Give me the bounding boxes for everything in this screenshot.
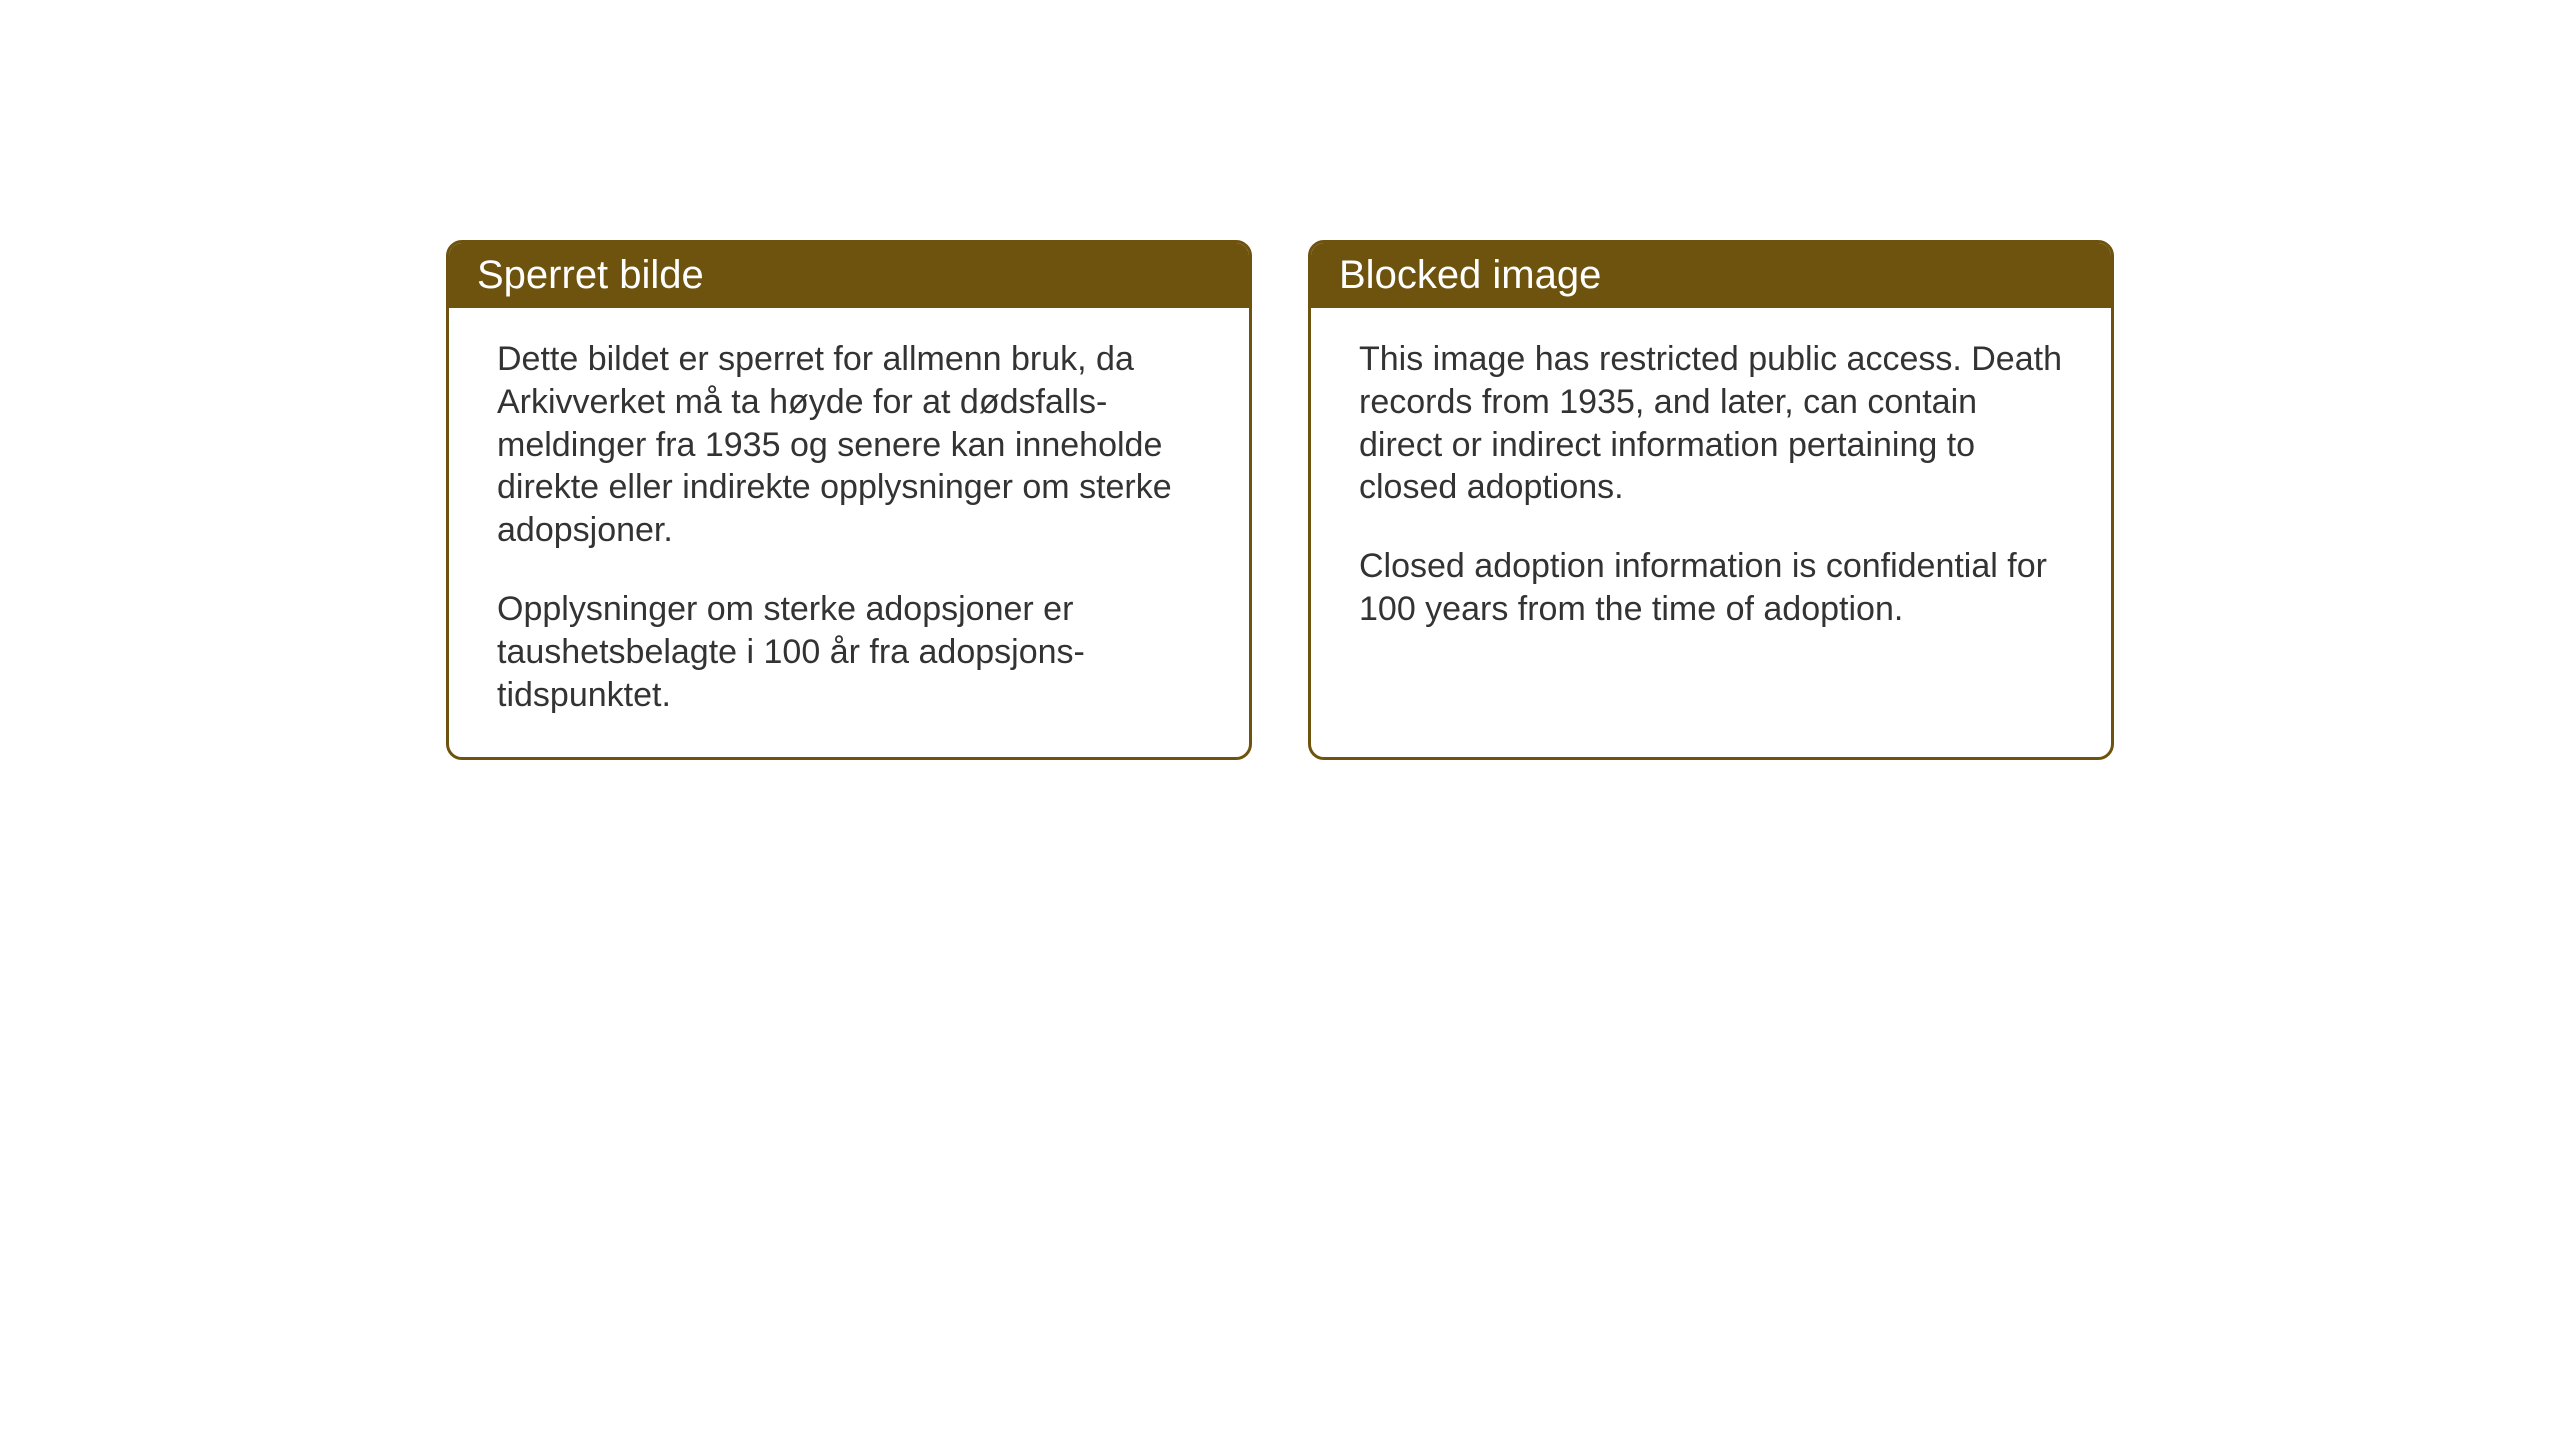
notice-body-english: This image has restricted public access.… xyxy=(1311,308,2111,671)
notice-title-norwegian: Sperret bilde xyxy=(477,253,704,297)
notice-paragraph-english-1: This image has restricted public access.… xyxy=(1359,338,2063,509)
notice-body-norwegian: Dette bildet er sperret for allmenn bruk… xyxy=(449,308,1249,757)
notice-box-norwegian: Sperret bilde Dette bildet er sperret fo… xyxy=(446,240,1252,760)
notice-title-english: Blocked image xyxy=(1339,253,1601,297)
notice-paragraph-norwegian-2: Opplysninger om sterke adopsjoner er tau… xyxy=(497,588,1201,716)
notice-paragraph-norwegian-1: Dette bildet er sperret for allmenn bruk… xyxy=(497,338,1201,552)
notice-header-english: Blocked image xyxy=(1311,243,2111,308)
notice-box-english: Blocked image This image has restricted … xyxy=(1308,240,2114,760)
notice-header-norwegian: Sperret bilde xyxy=(449,243,1249,308)
notices-container: Sperret bilde Dette bildet er sperret fo… xyxy=(446,240,2114,760)
notice-paragraph-english-2: Closed adoption information is confident… xyxy=(1359,545,2063,631)
